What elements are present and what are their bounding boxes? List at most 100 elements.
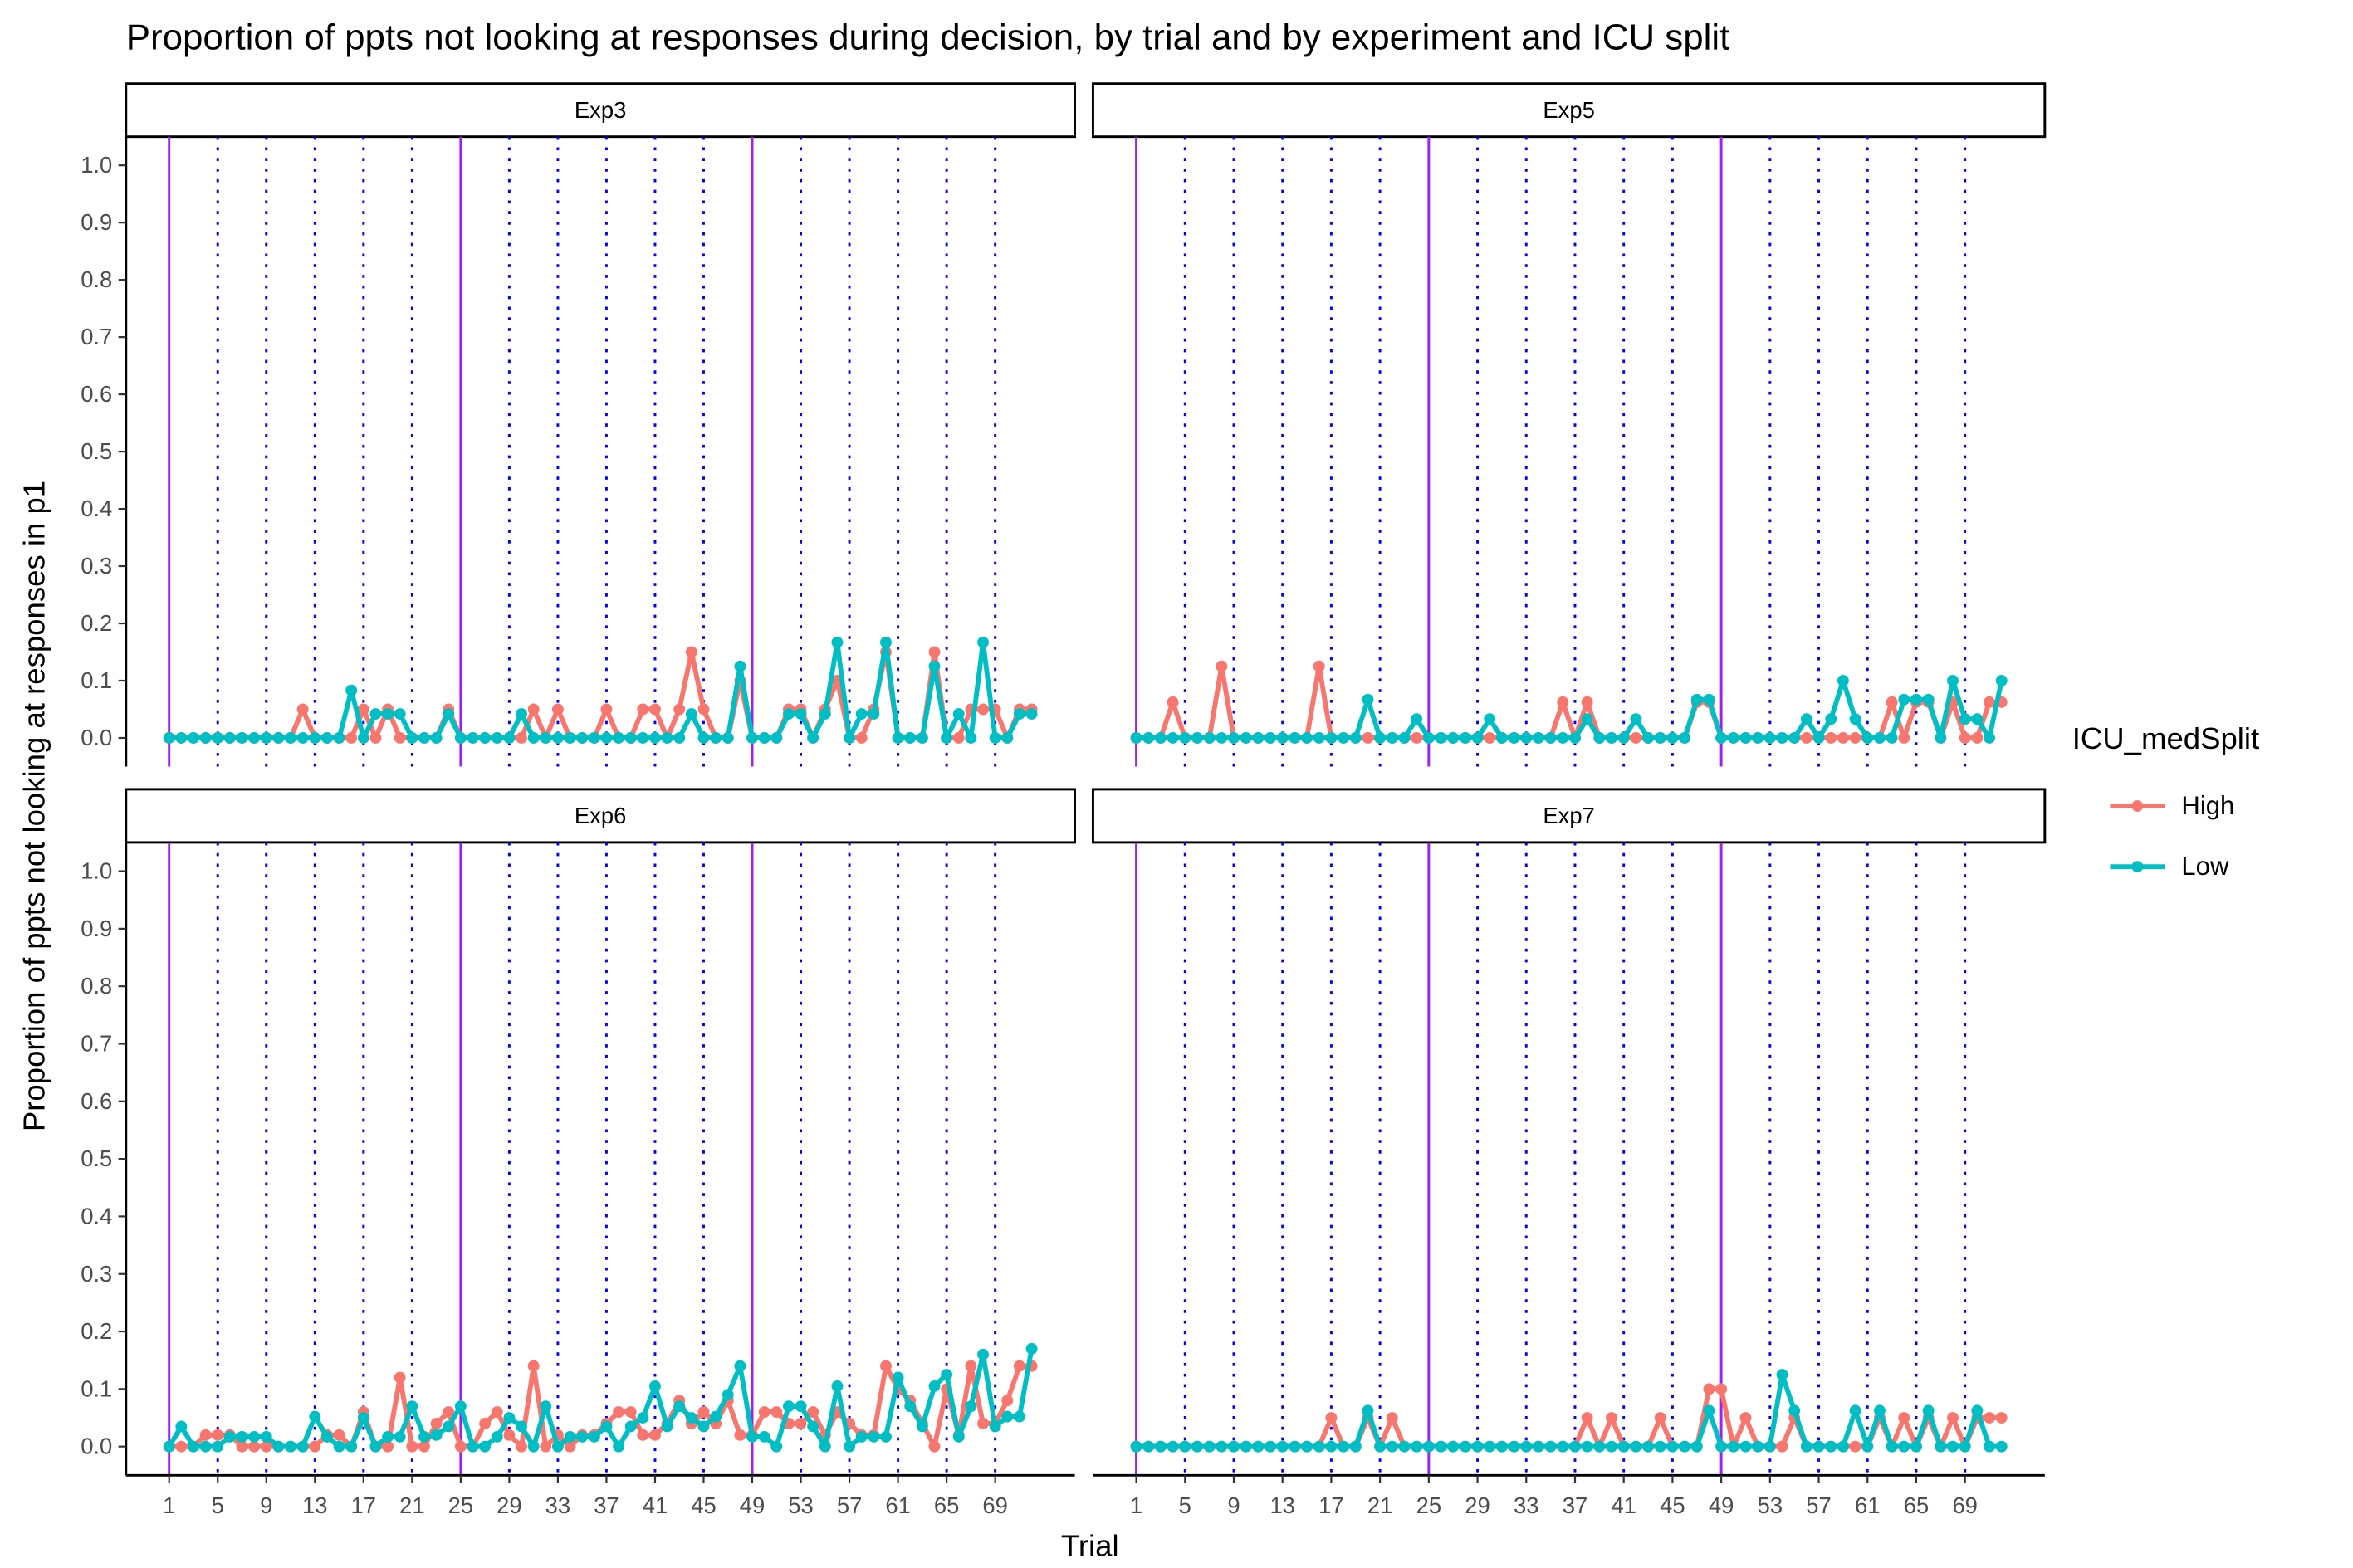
data-point xyxy=(1471,1440,1484,1453)
data-point xyxy=(1386,1440,1398,1453)
data-point xyxy=(1130,1440,1142,1453)
data-point xyxy=(333,732,345,744)
data-point xyxy=(1398,1440,1411,1453)
data-point xyxy=(564,732,576,744)
data-point xyxy=(977,1418,989,1429)
data-point xyxy=(430,732,443,744)
data-point xyxy=(1800,732,1812,744)
data-point xyxy=(1520,1440,1533,1453)
data-point xyxy=(1776,1369,1788,1380)
data-point xyxy=(795,708,807,720)
data-point xyxy=(1508,732,1520,744)
data-point xyxy=(807,1420,819,1433)
x-tick-label: 5 xyxy=(212,1492,224,1518)
data-point xyxy=(844,732,856,744)
data-point xyxy=(1459,732,1471,744)
data-point xyxy=(1532,732,1544,744)
data-point xyxy=(1325,1440,1338,1453)
x-tick-label: 25 xyxy=(1416,1492,1441,1518)
x-tick-label: 69 xyxy=(1952,1492,1977,1518)
x-tick-label: 21 xyxy=(399,1492,424,1518)
data-point xyxy=(1703,693,1715,706)
data-point xyxy=(1812,1440,1825,1453)
data-point xyxy=(880,1360,892,1372)
x-tick-label: 9 xyxy=(260,1492,272,1518)
data-point xyxy=(880,1430,892,1443)
data-point xyxy=(977,636,989,648)
data-point xyxy=(637,1429,649,1441)
data-point xyxy=(418,1430,430,1443)
data-point xyxy=(1362,693,1374,706)
y-tick-label: 0.1 xyxy=(81,667,112,693)
data-point xyxy=(272,732,285,744)
data-point xyxy=(1898,732,1910,744)
data-point xyxy=(1301,1440,1313,1453)
data-point xyxy=(1386,732,1398,744)
facet-label: Exp6 xyxy=(575,803,626,828)
data-point xyxy=(758,1430,770,1443)
data-point xyxy=(819,708,831,720)
x-tick-label: 53 xyxy=(788,1492,813,1518)
data-point xyxy=(1325,732,1338,744)
data-point xyxy=(1837,1440,1849,1453)
data-point xyxy=(637,732,649,744)
data-point xyxy=(1216,1440,1228,1453)
data-point xyxy=(1703,1383,1715,1395)
x-tick-label: 25 xyxy=(448,1492,473,1518)
data-point xyxy=(1581,1440,1593,1453)
data-point xyxy=(1727,1440,1739,1453)
data-point xyxy=(1581,1412,1593,1424)
series-line xyxy=(169,649,1032,740)
y-tick-label: 0.7 xyxy=(81,1031,112,1057)
data-point xyxy=(697,703,710,716)
data-point xyxy=(941,732,953,744)
data-point xyxy=(758,1406,770,1419)
data-point xyxy=(1679,1440,1691,1453)
data-point xyxy=(1520,732,1533,744)
data-point xyxy=(916,1420,928,1433)
data-point xyxy=(188,1440,199,1453)
data-point xyxy=(199,1429,212,1441)
data-point xyxy=(977,703,989,716)
data-point xyxy=(685,646,697,658)
data-point xyxy=(1630,732,1642,744)
data-point xyxy=(345,1440,358,1453)
data-point xyxy=(855,708,868,720)
data-point xyxy=(1338,732,1350,744)
data-point xyxy=(1025,708,1038,720)
y-tick-label: 1.0 xyxy=(81,858,112,884)
data-point xyxy=(928,660,941,672)
data-point xyxy=(1837,732,1849,744)
data-point xyxy=(673,703,686,716)
data-point xyxy=(1703,1404,1715,1417)
data-point xyxy=(904,1400,917,1413)
data-point xyxy=(1191,732,1203,744)
data-point xyxy=(369,1440,382,1453)
data-point xyxy=(855,1430,868,1443)
data-point xyxy=(430,1429,443,1441)
data-point xyxy=(892,1371,904,1384)
data-point xyxy=(1715,1383,1728,1395)
x-tick-label: 37 xyxy=(594,1492,619,1518)
data-point xyxy=(1013,1360,1025,1372)
data-point xyxy=(296,732,309,744)
data-point xyxy=(1922,1404,1935,1417)
data-point xyxy=(1739,1412,1752,1424)
data-point xyxy=(1727,732,1739,744)
data-point xyxy=(1569,732,1581,744)
data-point xyxy=(443,1406,455,1419)
data-point xyxy=(1203,1440,1216,1453)
data-point xyxy=(1349,1440,1362,1453)
data-point xyxy=(1849,1440,1861,1453)
data-point xyxy=(637,1412,649,1424)
data-point xyxy=(868,1430,880,1443)
data-point xyxy=(454,1440,467,1453)
data-point xyxy=(673,1400,686,1413)
x-tick-label: 33 xyxy=(545,1492,570,1518)
data-point xyxy=(1886,696,1898,708)
y-tick-label: 0.5 xyxy=(81,1145,112,1171)
data-point xyxy=(175,1420,188,1433)
data-point xyxy=(1422,1440,1435,1453)
data-point xyxy=(1947,1440,1959,1453)
